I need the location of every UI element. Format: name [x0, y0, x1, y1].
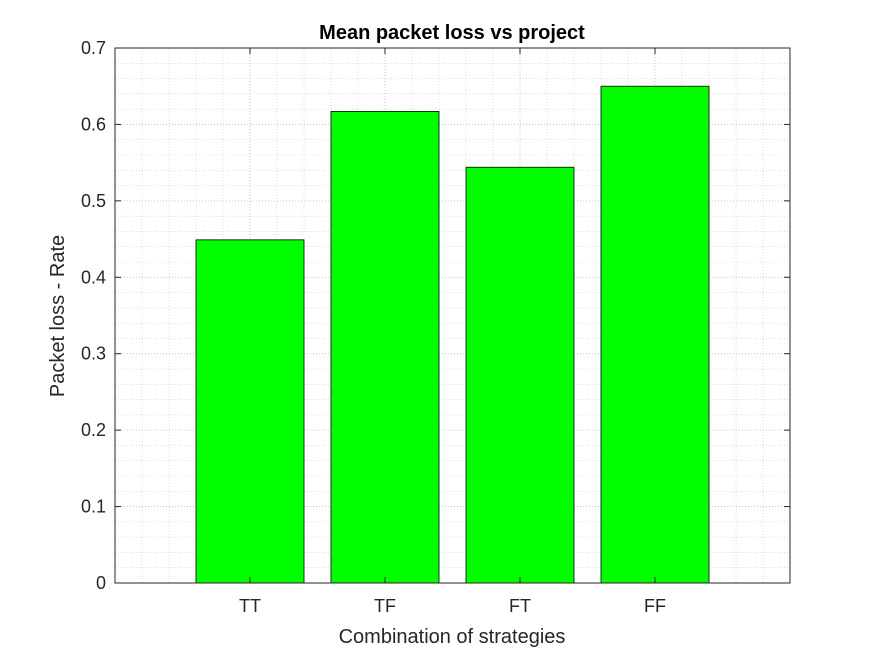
- y-tick-label: 0.1: [81, 497, 106, 517]
- y-tick-label: 0.7: [81, 38, 106, 58]
- axes-box: [114, 47, 791, 584]
- bar-tf: [330, 111, 440, 584]
- x-tick-label-ft: FT: [509, 596, 531, 616]
- x-tick-label-tf: TF: [374, 596, 396, 616]
- bar-ff: [600, 85, 710, 584]
- bars: [195, 85, 710, 584]
- x-tick-label-tt: TT: [239, 596, 261, 616]
- y-tick-label: 0.2: [81, 420, 106, 440]
- y-tick-label: 0.6: [81, 114, 106, 134]
- y-axis-label: Packet loss - Rate: [47, 235, 69, 397]
- y-tick-label: 0.5: [81, 191, 106, 211]
- bar-ft: [465, 166, 575, 584]
- y-tick-label: 0.4: [81, 267, 106, 287]
- y-tick-label: 0: [96, 573, 106, 593]
- ticks: 0 0.1 0.2 0.3 0.4 0.5 0.6 0.7 TT TF FT FF: [81, 38, 790, 616]
- chart-title: Mean packet loss vs project: [319, 22, 585, 44]
- x-tick-label-ff: FF: [644, 596, 666, 616]
- y-tick-label: 0.3: [81, 344, 106, 364]
- bar-tt: [195, 239, 305, 584]
- x-axis-label: Combination of strategies: [339, 626, 566, 648]
